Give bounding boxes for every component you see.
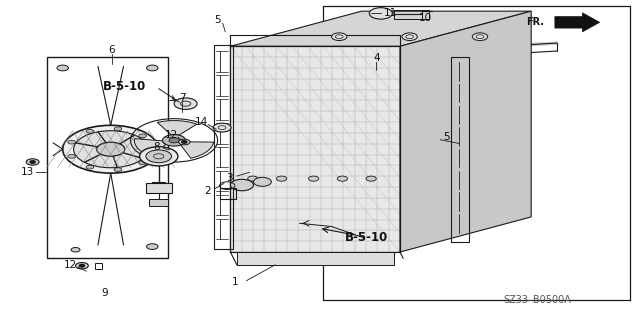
Bar [95,263,102,269]
Bar [451,57,469,242]
Circle shape [79,264,84,267]
Text: 4: 4 [373,53,380,63]
Circle shape [179,139,190,145]
Text: 6: 6 [109,45,115,56]
Text: 14: 14 [195,117,208,127]
Circle shape [248,176,258,181]
Bar [220,188,236,199]
Circle shape [114,127,122,131]
Circle shape [26,159,39,165]
Circle shape [86,165,94,169]
Circle shape [139,134,147,138]
Polygon shape [230,11,531,46]
Circle shape [308,176,319,181]
Text: B-5-10: B-5-10 [344,231,388,243]
Circle shape [114,168,122,172]
Polygon shape [230,46,400,252]
Circle shape [213,123,231,132]
Circle shape [182,141,187,143]
Circle shape [472,33,488,41]
Text: 13: 13 [21,167,34,177]
Polygon shape [180,142,214,158]
Polygon shape [134,139,166,157]
Bar [47,57,168,258]
Text: B-5-10: B-5-10 [103,80,147,93]
Bar [237,252,394,265]
Circle shape [369,8,392,19]
Circle shape [68,140,76,144]
Text: SZ33–B0500A: SZ33–B0500A [504,295,572,305]
Text: FR.: FR. [526,17,544,27]
Text: 3: 3 [226,173,232,183]
Circle shape [147,65,158,71]
Circle shape [140,147,178,166]
Text: 10: 10 [419,12,432,23]
Circle shape [86,130,93,133]
Text: 5: 5 [443,132,449,142]
Text: 2: 2 [205,186,211,196]
Text: 8: 8 [154,142,160,152]
Circle shape [276,176,287,181]
Circle shape [147,244,158,249]
Bar [394,10,429,19]
Circle shape [74,131,148,168]
Circle shape [57,65,68,71]
Text: 12: 12 [64,260,77,271]
Text: 1: 1 [232,277,239,287]
Circle shape [63,125,159,173]
Circle shape [97,142,125,156]
Circle shape [148,147,156,151]
Polygon shape [555,13,600,32]
Text: 5: 5 [214,15,221,25]
Circle shape [253,177,271,186]
Circle shape [169,138,179,143]
Circle shape [146,150,172,163]
Text: 7: 7 [179,93,186,103]
Bar [214,45,233,249]
Bar [146,183,172,193]
Polygon shape [157,121,197,135]
Circle shape [402,33,417,41]
Circle shape [174,98,197,109]
Circle shape [163,135,186,146]
Text: 9: 9 [101,288,108,298]
Circle shape [337,176,348,181]
Circle shape [366,176,376,181]
Bar [149,199,168,206]
Text: 12: 12 [165,130,178,140]
Circle shape [230,179,253,191]
Circle shape [71,248,80,252]
Circle shape [30,161,35,163]
Circle shape [68,154,76,158]
Polygon shape [400,11,531,252]
Text: 11: 11 [384,8,397,19]
Circle shape [76,263,88,269]
Circle shape [332,33,347,41]
Circle shape [139,161,147,165]
